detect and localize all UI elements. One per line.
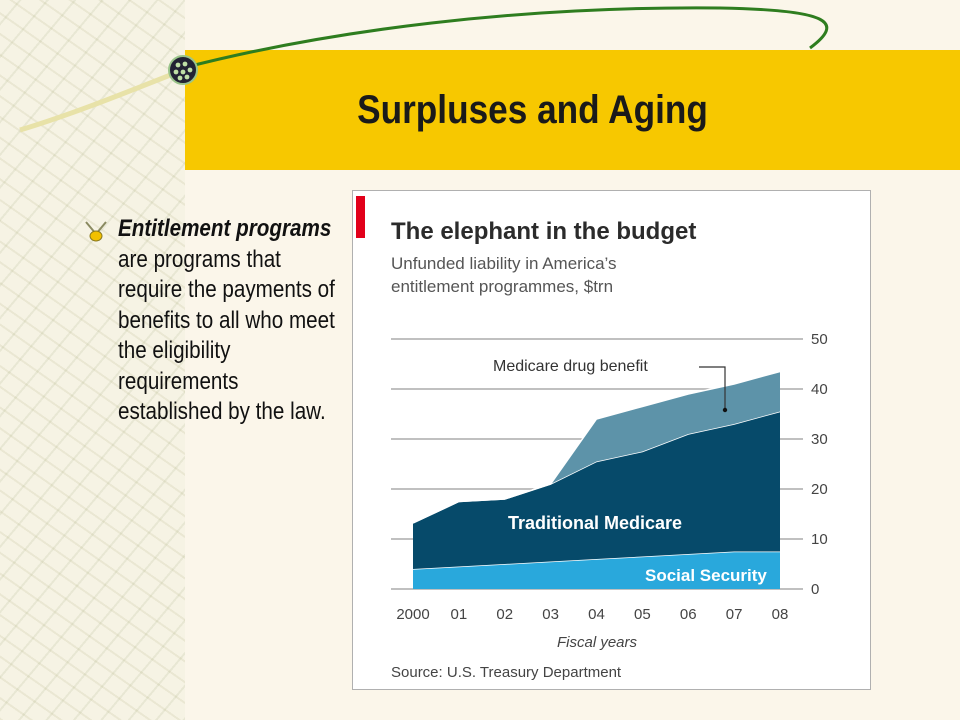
accent-bar	[356, 196, 365, 238]
medicare-drug-benefit-label-group: Medicare drug benefit	[493, 358, 728, 413]
chart-source: Source: U.S. Treasury Department	[391, 664, 622, 681]
decorative-swoosh	[19, 6, 829, 133]
bullet-text: Entitlement programs are programs that r…	[118, 214, 342, 428]
x-tick-label: 08	[772, 606, 789, 623]
decorative-texture	[0, 0, 185, 720]
series-area-medicare-drug-benefit	[413, 371, 780, 523]
bullet-term: Entitlement programs	[118, 215, 332, 242]
drug-benefit-leader-line	[699, 366, 726, 411]
y-axis-ticks: 0 10 20 30 40 50	[811, 331, 828, 598]
chart-frame: The elephant in the budget Unfunded liab…	[352, 190, 871, 690]
series-area-social-security	[413, 551, 780, 589]
y-tick-label: 50	[811, 331, 828, 348]
x-tick-label: 06	[680, 606, 697, 623]
y-tick-label: 40	[811, 381, 828, 398]
drug-benefit-leader-dot	[722, 407, 728, 413]
series-area-traditional-medicare	[413, 411, 780, 569]
bullet-icon	[85, 221, 107, 242]
x-tick-label: 2000	[396, 606, 429, 623]
chart-subtitle-line2: entitlement programmes, $trn	[391, 277, 613, 296]
series-label-medicare-drug-benefit: Medicare drug benefit	[493, 358, 648, 375]
chart-title: The elephant in the budget	[391, 218, 696, 245]
y-tick-label: 10	[811, 531, 828, 548]
slide-title: Surpluses and Aging	[357, 88, 708, 132]
x-tick-label: 07	[726, 606, 743, 623]
x-axis-label: Fiscal years	[557, 634, 638, 651]
bullet-body: are programs that require the payments o…	[118, 245, 335, 426]
series-label-traditional-medicare: Traditional Medicare	[508, 513, 682, 533]
series-areas	[412, 370, 781, 589]
globe-icon	[168, 55, 198, 85]
x-tick-label: 04	[588, 606, 605, 623]
x-tick-label: 02	[496, 606, 513, 623]
x-tick-label: 05	[634, 606, 651, 623]
area-chart: The elephant in the budget Unfunded liab…	[356, 196, 828, 681]
y-tick-label: 0	[811, 581, 819, 598]
title-band	[185, 50, 960, 170]
series-line-medicare-drug-benefit	[412, 370, 781, 524]
x-tick-label: 03	[542, 606, 559, 623]
chart-subtitle-line1: Unfunded liability in America’s	[391, 254, 617, 273]
y-tick-label: 20	[811, 481, 828, 498]
y-tick-label: 30	[811, 431, 828, 448]
x-tick-label: 01	[451, 606, 468, 623]
series-label-social-security: Social Security	[645, 566, 767, 585]
x-axis-ticks: 2000 01 02 03 04 05 06 07 08	[396, 606, 788, 623]
